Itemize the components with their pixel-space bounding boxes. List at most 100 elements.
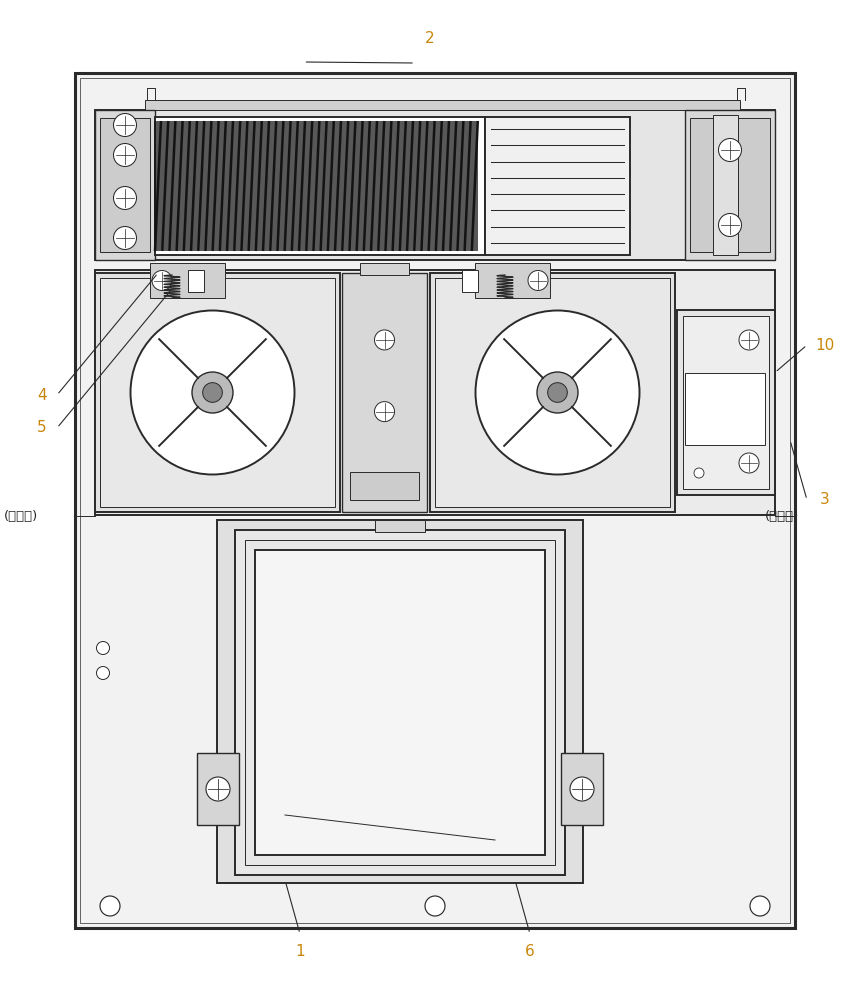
Bar — [197, 753, 239, 825]
Bar — [284, 121, 291, 251]
Bar — [154, 121, 162, 251]
Bar — [334, 121, 341, 251]
Bar — [392, 121, 399, 251]
Bar — [248, 121, 255, 251]
Circle shape — [719, 214, 741, 236]
Bar — [685, 110, 775, 260]
Circle shape — [739, 453, 759, 473]
Circle shape — [739, 330, 759, 350]
Bar — [234, 121, 241, 251]
Bar — [95, 273, 340, 512]
Bar — [212, 121, 219, 251]
Circle shape — [694, 468, 704, 478]
Bar — [435, 278, 670, 507]
Circle shape — [528, 270, 548, 290]
Bar — [245, 540, 555, 865]
Text: 10: 10 — [816, 338, 835, 353]
Bar — [188, 270, 204, 292]
Text: 5: 5 — [37, 420, 47, 436]
Bar — [217, 520, 583, 883]
Bar — [150, 263, 225, 298]
Bar — [255, 121, 262, 251]
Bar — [475, 263, 550, 298]
Bar — [255, 550, 545, 855]
Circle shape — [719, 138, 741, 161]
Bar — [456, 121, 464, 251]
Bar — [356, 121, 363, 251]
Bar — [561, 753, 603, 825]
Bar — [443, 121, 449, 251]
Bar — [169, 121, 176, 251]
Bar — [414, 121, 421, 251]
Bar — [327, 121, 334, 251]
Text: (钉丝绳): (钉丝绳) — [765, 510, 799, 522]
Bar — [462, 270, 478, 292]
Bar — [269, 564, 531, 841]
Bar — [428, 121, 436, 251]
Bar — [100, 118, 150, 252]
Bar — [191, 121, 197, 251]
Bar — [219, 121, 226, 251]
Circle shape — [192, 372, 233, 413]
Bar — [399, 121, 406, 251]
Bar — [683, 316, 769, 489]
Bar — [95, 110, 775, 260]
Bar — [471, 121, 478, 251]
Bar — [342, 273, 427, 512]
Bar — [204, 121, 212, 251]
Bar — [421, 121, 428, 251]
Bar — [313, 121, 320, 251]
Circle shape — [113, 186, 137, 210]
Circle shape — [113, 113, 137, 136]
Circle shape — [547, 383, 567, 402]
Bar — [371, 121, 378, 251]
Circle shape — [113, 143, 137, 166]
Bar — [95, 110, 155, 260]
Bar — [349, 121, 356, 251]
Text: 1: 1 — [295, 944, 305, 960]
Bar — [449, 121, 456, 251]
Circle shape — [100, 896, 120, 916]
Bar — [485, 117, 630, 255]
Bar — [306, 121, 313, 251]
Bar — [262, 121, 269, 251]
Bar — [385, 121, 392, 251]
Bar — [75, 73, 795, 928]
Bar — [350, 472, 419, 500]
Bar — [341, 121, 349, 251]
Bar — [176, 121, 184, 251]
Bar — [95, 270, 775, 515]
Bar — [360, 263, 409, 275]
Bar — [320, 121, 327, 251]
Circle shape — [113, 227, 137, 249]
Bar — [406, 121, 414, 251]
Circle shape — [374, 330, 395, 350]
Bar — [375, 520, 425, 532]
Bar — [713, 115, 738, 255]
Text: 6: 6 — [525, 944, 535, 960]
Circle shape — [374, 402, 395, 422]
Bar — [685, 373, 765, 445]
Circle shape — [570, 777, 594, 801]
Circle shape — [537, 372, 578, 413]
Bar — [363, 121, 371, 251]
Bar — [464, 121, 471, 251]
Bar — [100, 278, 335, 507]
Bar — [269, 121, 277, 251]
Text: (钉丝绳): (钉丝绳) — [4, 510, 38, 522]
Circle shape — [96, 642, 109, 655]
Bar — [299, 121, 306, 251]
Bar — [690, 118, 770, 252]
Circle shape — [96, 667, 109, 680]
Text: 2: 2 — [425, 31, 435, 46]
Circle shape — [152, 270, 172, 290]
Bar — [436, 121, 443, 251]
Bar — [155, 117, 485, 255]
Bar — [162, 121, 169, 251]
Bar — [241, 121, 248, 251]
Bar — [677, 310, 775, 495]
Bar — [430, 273, 675, 512]
Bar — [235, 530, 565, 875]
Text: 3: 3 — [820, 492, 830, 508]
Circle shape — [425, 896, 445, 916]
